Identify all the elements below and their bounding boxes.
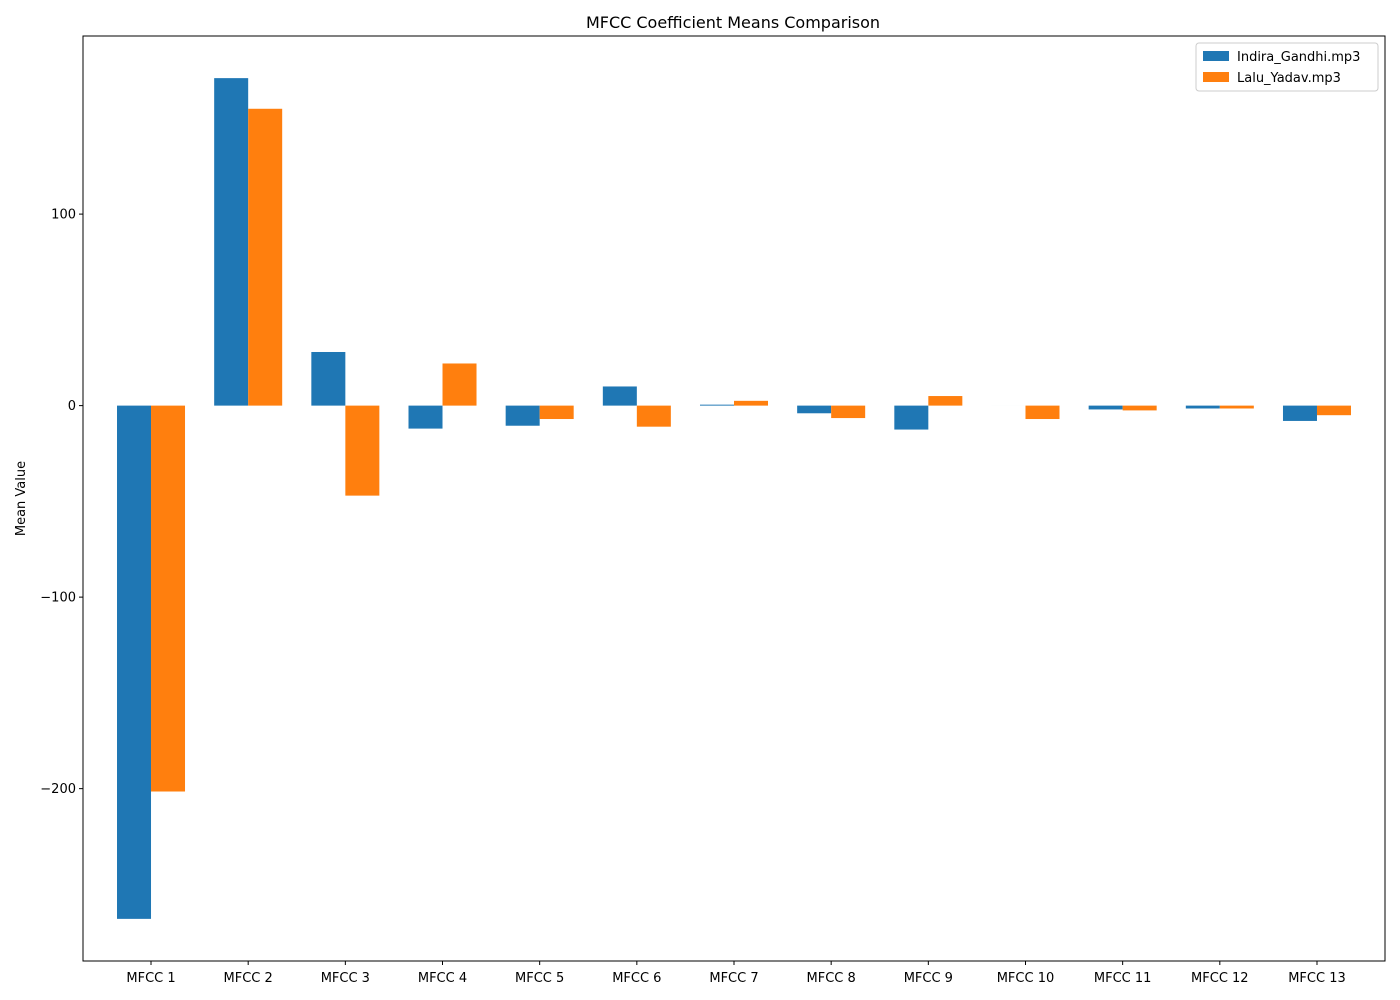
x-tick-label: MFCC 2 (224, 971, 273, 986)
y-tick-label: −100 (40, 591, 76, 606)
bar-indira-2 (214, 78, 248, 405)
bar-indira-1 (117, 406, 151, 919)
x-tick-label: MFCC 10 (997, 971, 1055, 986)
bar-indira-9 (894, 406, 928, 430)
x-tick-label: MFCC 3 (321, 971, 370, 986)
bar-lalu-3 (345, 406, 379, 496)
bar-lalu-4 (443, 363, 477, 405)
y-axis-label: Mean Value (14, 461, 29, 536)
bar-lalu-12 (1220, 406, 1254, 409)
x-tick-label: MFCC 5 (515, 971, 564, 986)
x-tick-label: MFCC 8 (807, 971, 856, 986)
bar-lalu-11 (1123, 406, 1157, 411)
x-tick-label: MFCC 11 (1094, 971, 1152, 986)
x-tick-label: MFCC 7 (709, 971, 758, 986)
bar-indira-3 (311, 352, 345, 406)
x-tick-label: MFCC 9 (904, 971, 953, 986)
bar-indira-12 (1186, 406, 1220, 409)
bar-indira-8 (797, 406, 831, 414)
bar-lalu-6 (637, 406, 671, 427)
x-tick-label: MFCC 4 (418, 971, 467, 986)
bar-indira-6 (603, 386, 637, 405)
bar-lalu-5 (540, 406, 574, 419)
bar-lalu-1 (151, 406, 185, 792)
legend: Indira_Gandhi.mp3 Lalu_Yadav.mp3 (1196, 43, 1378, 91)
x-tick-label: MFCC 12 (1191, 971, 1249, 986)
chart-title: MFCC Coefficient Means Comparison (586, 13, 880, 32)
y-tick-label: 0 (68, 399, 76, 414)
bar-indira-7 (700, 405, 734, 406)
x-tick-label: MFCC 13 (1288, 971, 1346, 986)
legend-swatch-lalu (1203, 72, 1229, 82)
bar-lalu-10 (1025, 406, 1059, 419)
bar-lalu-8 (831, 406, 865, 418)
legend-swatch-indira (1203, 51, 1229, 61)
bar-indira-13 (1283, 406, 1317, 421)
y-tick-label: −200 (40, 782, 76, 797)
y-tick-label: 100 (51, 208, 76, 223)
legend-label-indira: Indira_Gandhi.mp3 (1237, 50, 1360, 65)
bar-lalu-7 (734, 401, 768, 406)
bar-lalu-9 (928, 396, 962, 406)
x-tick-label: MFCC 1 (126, 971, 175, 986)
bar-lalu-13 (1317, 406, 1351, 416)
bar-indira-4 (409, 406, 443, 429)
x-tick-label: MFCC 6 (612, 971, 661, 986)
bar-indira-5 (506, 406, 540, 426)
legend-label-lalu: Lalu_Yadav.mp3 (1237, 71, 1341, 86)
bar-lalu-2 (248, 109, 282, 406)
bar-indira-11 (1089, 406, 1123, 410)
